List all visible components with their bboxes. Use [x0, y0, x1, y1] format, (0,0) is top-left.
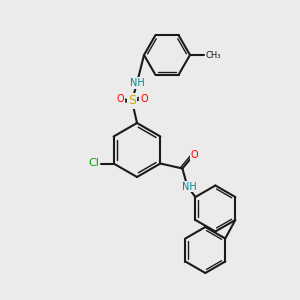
- Text: O: O: [190, 151, 198, 160]
- Text: NH: NH: [130, 78, 144, 88]
- Text: CH₃: CH₃: [206, 50, 221, 59]
- Text: Cl: Cl: [88, 158, 99, 169]
- Text: S: S: [128, 94, 136, 107]
- Text: O: O: [140, 94, 148, 104]
- Text: NH: NH: [182, 182, 197, 191]
- Text: O: O: [116, 94, 124, 104]
